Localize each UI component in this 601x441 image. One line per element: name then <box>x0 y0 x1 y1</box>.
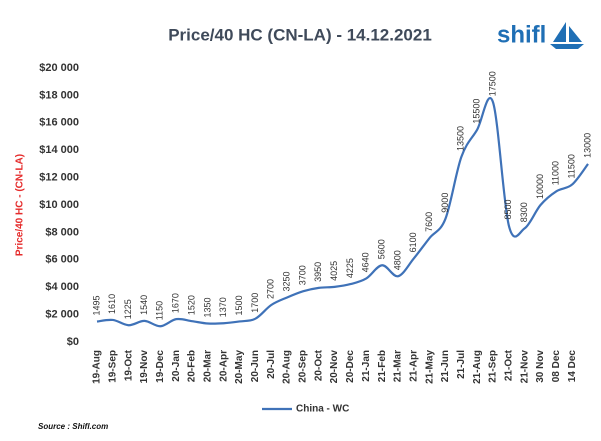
x-tick-label: 21-May <box>424 350 435 384</box>
x-tick-label: 08 Dec <box>551 350 562 383</box>
x-tick-label: 20-Apr <box>218 350 229 382</box>
x-tick-label: 20-Jun <box>250 350 261 382</box>
y-tick-label: $16 000 <box>39 117 79 129</box>
data-label: 4025 <box>329 261 339 281</box>
x-tick-label: 19-Dec <box>155 350 166 383</box>
data-label: 1540 <box>139 295 149 315</box>
x-tick-label: 20-Nov <box>329 350 340 384</box>
x-tick-label: 21-Sep <box>488 350 499 383</box>
data-label: 8500 <box>503 200 513 220</box>
x-tick-label: 20-Jul <box>266 350 277 379</box>
data-label: 3950 <box>313 262 323 282</box>
logo-icon <box>550 22 584 49</box>
data-label: 17500 <box>487 71 497 96</box>
data-label: 6100 <box>408 232 418 252</box>
data-label: 1670 <box>171 293 181 313</box>
y-axis-label: Price/40 HC - (CN-LA) <box>15 154 26 256</box>
data-label: 1520 <box>186 295 196 315</box>
data-label: 11500 <box>567 154 577 178</box>
x-tick-label: 19-Sep <box>107 350 118 383</box>
x-tick-label: 19-Nov <box>139 350 150 384</box>
data-label: 1500 <box>234 295 244 315</box>
data-label: 9000 <box>440 193 450 213</box>
data-label: 4640 <box>361 252 371 272</box>
source: Source : Shifl.com <box>38 422 108 431</box>
logo: shifl <box>497 21 546 48</box>
x-tick-label: 19-Aug <box>92 350 103 384</box>
x-tick-label: 20-Dec <box>345 350 356 383</box>
data-label: 13000 <box>582 133 592 158</box>
y-tick-label: $12 000 <box>39 172 79 184</box>
x-tick-label: 20-Oct <box>313 349 324 381</box>
x-tick-label: 21-Mar <box>393 350 404 382</box>
y-tick-label: $6 000 <box>45 254 79 266</box>
data-label: 4800 <box>392 250 402 270</box>
data-label: 7600 <box>424 212 434 232</box>
x-tick-label: 21-Feb <box>377 350 388 382</box>
x-tick-label: 21-Apr <box>408 350 419 382</box>
data-label: 15500 <box>472 99 482 124</box>
y-tick-label: $8 000 <box>45 226 79 238</box>
y-tick-label: $2 000 <box>45 309 79 321</box>
x-tick-label: 21-Aug <box>472 350 483 384</box>
data-label: 3250 <box>281 271 291 291</box>
x-tick-label: 20-May <box>234 350 245 384</box>
data-label: 11000 <box>551 161 561 185</box>
y-tick-label: $20 000 <box>39 62 79 74</box>
y-tick-label: $18 000 <box>39 89 79 101</box>
x-tick-label: 20-Feb <box>187 350 198 382</box>
line <box>96 97 589 328</box>
y-tick-label: $10 000 <box>39 199 79 211</box>
x-tick-label: 21-Jun <box>440 350 451 382</box>
y-tick-label: $14 000 <box>39 144 79 156</box>
x-tick-label: 21-Jan <box>361 350 372 382</box>
data-label: 8300 <box>519 202 529 222</box>
x-tick-label: 21-Oct <box>503 349 514 381</box>
data-label: 1350 <box>202 297 212 317</box>
data-label: 4225 <box>345 258 355 278</box>
y-tick-label: $0 <box>67 336 79 348</box>
x-tick-label: 21-Jul <box>456 350 467 379</box>
data-label: 13500 <box>456 126 466 151</box>
data-label: 1495 <box>91 295 101 315</box>
data-label: 10000 <box>535 174 545 199</box>
data-label: 1150 <box>155 301 165 320</box>
data-label: 2700 <box>266 279 276 299</box>
x-tick-label: 14 Dec <box>567 350 578 383</box>
y-tick-label: $4 000 <box>45 281 79 293</box>
data-label: 3700 <box>297 265 307 285</box>
legend-label: China - WC <box>296 404 349 415</box>
x-tick-label: 30 Nov <box>535 350 546 383</box>
x-tick-label: 20-Mar <box>203 350 214 382</box>
x-tick-label: 19-Oct <box>123 349 134 381</box>
chart-title: Price/40 HC (CN-LA) - 14.12.2021 <box>168 25 432 44</box>
data-label: 5600 <box>376 239 386 259</box>
x-tick-label: 20-Sep <box>298 350 309 383</box>
x-tick-label: 20-Aug <box>282 350 293 384</box>
x-tick-label: 21-Nov <box>519 350 530 384</box>
data-label: 1225 <box>123 299 133 319</box>
data-label: 1700 <box>250 293 260 313</box>
data-label: 1610 <box>107 294 117 314</box>
x-tick-label: 20-Jan <box>171 350 182 382</box>
data-label: 1370 <box>218 297 228 317</box>
